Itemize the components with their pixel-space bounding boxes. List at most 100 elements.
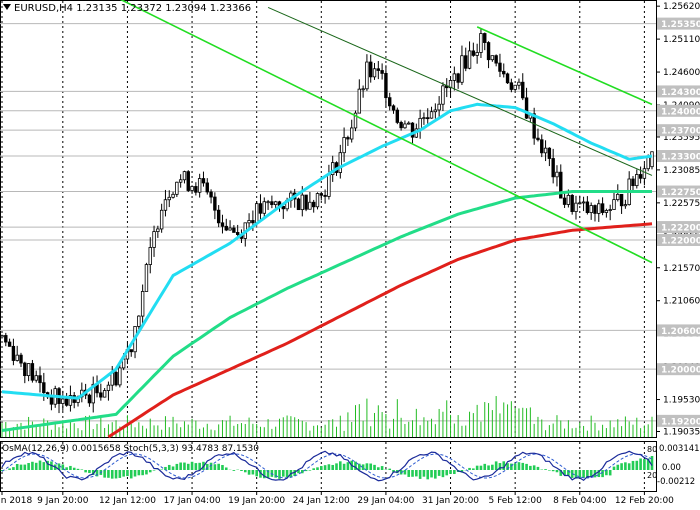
candle-body — [31, 364, 34, 381]
time-label: 12 Jan 12:00 — [99, 496, 156, 506]
osma-bar — [84, 470, 87, 472]
candle-body — [495, 56, 498, 63]
candle-body — [339, 153, 342, 173]
price-tick-label: 1.19035 — [663, 428, 700, 438]
osma-bar — [552, 470, 555, 471]
osma-bar — [582, 470, 585, 478]
candle-body — [518, 82, 521, 85]
osma-bar — [434, 470, 437, 479]
osma-bar — [119, 470, 122, 478]
candle-body — [362, 89, 365, 90]
price-tick-label: 1.24600 — [663, 68, 700, 78]
osma-bar — [69, 466, 72, 470]
osma-bar — [609, 470, 612, 475]
candle-body — [65, 399, 68, 405]
candle-body — [225, 226, 228, 230]
candle-body — [514, 85, 517, 89]
osma-bar — [73, 468, 76, 470]
candle-body — [202, 179, 205, 183]
candle-body — [115, 372, 118, 385]
candle-body — [198, 179, 201, 193]
candle-body — [179, 180, 182, 182]
candle-body — [373, 69, 376, 77]
stoch-level-80: 80 — [647, 445, 657, 454]
candle-body — [616, 194, 619, 199]
osma-bar — [309, 470, 312, 471]
candle-body — [24, 363, 27, 376]
candle-body — [210, 192, 213, 197]
osma-bar — [153, 470, 156, 471]
osma-bar — [312, 468, 315, 470]
osma-bar — [537, 467, 540, 470]
candle-body — [578, 203, 581, 204]
osma-bar — [172, 466, 175, 470]
level-label: 1.25350 — [661, 20, 700, 30]
level-label: 1.24300 — [661, 88, 700, 98]
osma-bar — [126, 470, 129, 476]
candle-body — [221, 223, 224, 226]
osma-bar — [282, 470, 285, 477]
candle-body — [586, 202, 589, 213]
candle-body — [309, 202, 312, 209]
osma-bar — [65, 467, 68, 470]
candle-body — [259, 204, 262, 214]
candle-body — [499, 63, 502, 71]
candle-body — [635, 174, 638, 185]
candle-body — [476, 52, 479, 55]
time-label: 17 Jan 04:00 — [164, 496, 221, 506]
candle-body — [647, 157, 650, 169]
osma-bar — [130, 470, 133, 478]
osma-bar — [476, 466, 479, 470]
candle-body — [491, 56, 494, 60]
candle-body — [172, 194, 175, 197]
candle-body — [544, 148, 547, 153]
price-tick-label: 1.19530 — [663, 396, 700, 406]
time-label: 31 Jan 20:00 — [422, 496, 479, 506]
candle-body — [369, 62, 372, 77]
candle-body — [392, 106, 395, 110]
osma-bar — [328, 464, 331, 470]
osma-bar — [366, 463, 369, 470]
candle-body — [453, 74, 456, 81]
candle-body — [43, 383, 46, 393]
candle-body — [472, 51, 475, 55]
osma-bar — [373, 465, 376, 470]
price-tick-label: 1.25620 — [663, 2, 700, 12]
osma-bar — [43, 462, 46, 470]
candle-body — [385, 73, 388, 97]
osma-bar — [12, 467, 15, 470]
osma-bar — [525, 464, 528, 470]
osma-bar — [27, 463, 30, 470]
osma-bar — [533, 465, 536, 470]
osma-bar — [343, 464, 346, 470]
level-label: 1.19200 — [661, 417, 700, 427]
candle-body — [35, 376, 38, 381]
candle-body — [62, 399, 65, 404]
osma-bar — [639, 458, 642, 470]
osma-bar — [404, 470, 407, 474]
osma-bar — [252, 470, 255, 474]
osma-bar — [628, 463, 631, 470]
time-label: 5 Feb 12:00 — [488, 496, 542, 506]
candle-body — [624, 205, 627, 206]
candle-body — [548, 148, 551, 158]
osma-bar — [472, 468, 475, 470]
candle-body — [191, 186, 194, 190]
candle-body — [442, 86, 445, 104]
osma-bar — [385, 469, 388, 470]
candle-body — [419, 118, 422, 129]
osma-bar — [81, 469, 84, 470]
osma-bar — [24, 465, 27, 470]
candle-body — [16, 355, 19, 360]
osma-bar — [331, 465, 334, 470]
candle-body — [537, 138, 540, 140]
osma-bar — [624, 462, 627, 470]
osma-bar — [483, 464, 486, 470]
candle-body — [643, 169, 646, 179]
osma-bar — [419, 470, 422, 479]
candle-body — [567, 195, 570, 204]
candle-body — [267, 202, 270, 203]
osma-bar — [369, 464, 372, 470]
